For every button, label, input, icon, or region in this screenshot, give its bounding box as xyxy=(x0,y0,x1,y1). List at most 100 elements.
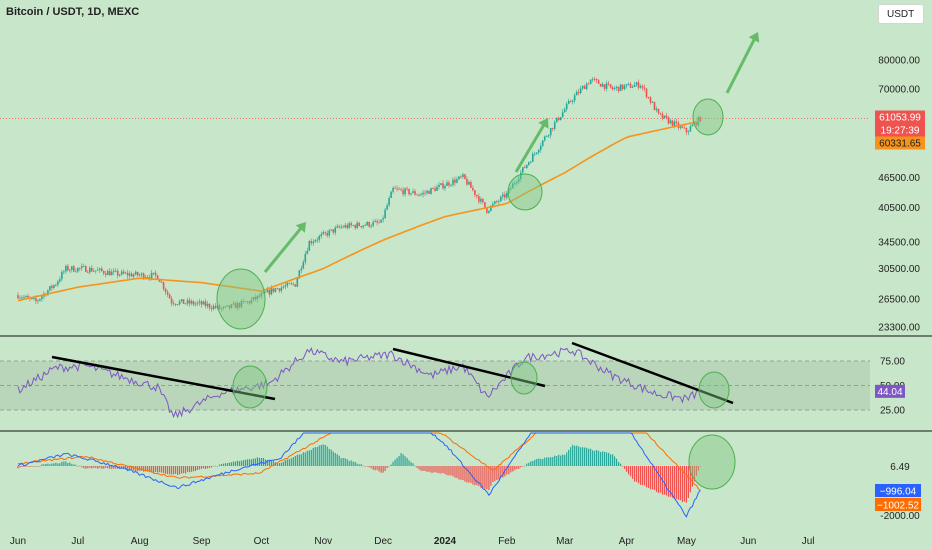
macd-histogram-bar xyxy=(109,466,111,469)
price-axis-label: 30500.00 xyxy=(878,264,920,275)
candle-body xyxy=(218,305,221,309)
macd-histogram-bar xyxy=(544,457,546,466)
candle-body xyxy=(188,300,191,304)
macd-histogram-bar xyxy=(450,466,452,476)
macd-histogram-bar xyxy=(446,466,448,476)
macd-histogram-bar xyxy=(613,456,616,466)
candle-body xyxy=(63,271,65,273)
macd-histogram-bar xyxy=(554,455,556,466)
macd-histogram-bar xyxy=(103,466,105,469)
candle-body xyxy=(605,83,608,89)
candle-body xyxy=(266,289,269,293)
candle-body xyxy=(144,277,147,279)
macd-histogram-bar xyxy=(23,466,25,467)
macd-histogram-bar xyxy=(522,466,524,467)
candle-body xyxy=(194,303,197,305)
macd-histogram-bar xyxy=(45,463,47,466)
macd-histogram-bar xyxy=(526,463,528,466)
macd-histogram-bar xyxy=(89,466,91,468)
macd-histogram-bar xyxy=(631,466,634,479)
macd-histogram-bar xyxy=(290,458,292,466)
candle-body xyxy=(653,102,656,111)
macd-histogram-bar xyxy=(570,447,572,466)
candle-body xyxy=(27,295,29,298)
macd-histogram-bar xyxy=(655,466,658,492)
candle-body xyxy=(212,305,215,309)
candle-body xyxy=(298,270,301,279)
candle-body xyxy=(190,301,193,304)
candle-body xyxy=(631,86,634,88)
candle-body xyxy=(83,266,85,267)
candle-body xyxy=(565,103,568,110)
candle-body xyxy=(665,115,668,118)
candle-body xyxy=(234,303,237,309)
macd-histogram-bar xyxy=(448,466,450,476)
macd-histogram-bar xyxy=(540,458,542,466)
candle-body xyxy=(448,182,450,186)
macd-histogram-bar xyxy=(378,466,380,472)
macd-histogram-bar xyxy=(29,466,31,467)
macd-value-tag: −996.04 xyxy=(875,484,921,498)
candle-body xyxy=(521,167,524,173)
macd-histogram-bar xyxy=(382,466,384,473)
macd-histogram-bar xyxy=(159,466,161,473)
candle-body xyxy=(601,84,604,87)
trend-arrow-shaft xyxy=(725,37,757,94)
rsi-line xyxy=(17,347,701,419)
candle-body xyxy=(637,82,640,88)
rsi-trendline xyxy=(571,341,734,405)
macd-histogram-bar xyxy=(562,454,564,466)
candle-body xyxy=(350,223,352,226)
candle-body xyxy=(462,174,464,177)
macd-histogram-bar xyxy=(390,464,392,466)
macd-histogram-bar xyxy=(43,464,45,466)
macd-histogram-bar xyxy=(454,466,456,478)
macd-histogram-bar xyxy=(167,466,169,475)
candle-body xyxy=(378,222,380,224)
macd-histogram-bar xyxy=(300,454,302,466)
trend-arrow-head xyxy=(748,32,760,43)
macd-histogram-bar xyxy=(346,459,348,466)
macd-histogram-bar xyxy=(230,462,233,466)
candle-body xyxy=(330,229,333,231)
candle-body xyxy=(452,179,454,185)
candle-body xyxy=(262,291,265,294)
macd-histogram-bar xyxy=(35,465,37,467)
candle-body xyxy=(318,236,321,240)
candle-body xyxy=(214,305,217,308)
macd-histogram-bar xyxy=(87,466,89,469)
candle-body xyxy=(208,303,211,308)
macd-histogram-bar xyxy=(667,466,670,497)
candle-body xyxy=(152,272,155,274)
signal-value-tag: −1002.52 xyxy=(875,498,921,512)
candle-body xyxy=(114,270,117,272)
macd-histogram-bar xyxy=(677,466,680,500)
macd-histogram-bar xyxy=(621,466,624,467)
price-axis-label: 80000.00 xyxy=(878,56,920,67)
macd-histogram-bar xyxy=(675,466,678,499)
time-axis-label: Jun xyxy=(740,536,756,547)
macd-histogram-bar xyxy=(25,466,27,467)
macd-histogram-bar xyxy=(372,466,374,470)
candle-body xyxy=(204,301,207,307)
macd-histogram-bar xyxy=(596,450,598,466)
currency-button[interactable]: USDT xyxy=(878,4,924,24)
candle-body xyxy=(352,225,354,227)
candle-body xyxy=(458,176,460,180)
candle-body xyxy=(655,108,658,111)
candle-body xyxy=(635,82,638,85)
candle-body xyxy=(476,195,478,197)
candle-body xyxy=(172,303,175,305)
candle-body xyxy=(623,85,626,90)
candle-body xyxy=(258,295,261,297)
candle-body xyxy=(360,226,362,228)
candle-body xyxy=(563,109,566,113)
candle-body xyxy=(597,80,600,84)
candle-body xyxy=(130,273,133,277)
macd-histogram-bar xyxy=(270,460,272,466)
candle-body xyxy=(156,275,159,279)
candle-body xyxy=(102,270,105,274)
macd-histogram-bar xyxy=(342,458,344,466)
candle-body xyxy=(382,218,384,220)
